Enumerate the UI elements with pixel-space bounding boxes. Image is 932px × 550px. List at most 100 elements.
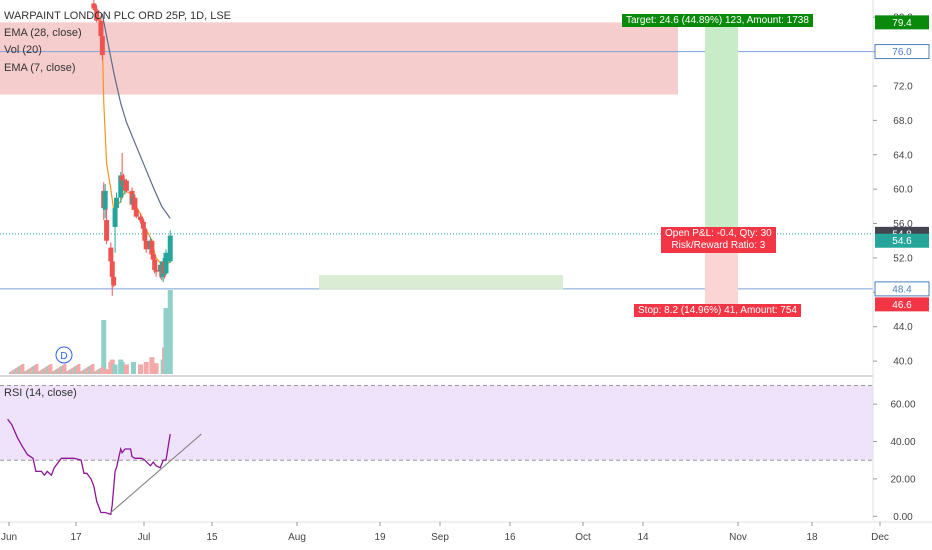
candle-body (111, 276, 117, 286)
candle-body (91, 3, 97, 9)
candle-body (140, 221, 146, 229)
candle-body (167, 235, 173, 262)
volume-bar-small (23, 372, 27, 374)
volume-bar-small (72, 367, 76, 374)
volume-bar (138, 364, 144, 374)
volume-bar (149, 357, 155, 374)
time-tick-label: 16 (504, 532, 516, 543)
volume-bar-small (96, 370, 100, 374)
time-tick-label: 17 (70, 532, 82, 543)
candle-body (152, 259, 158, 270)
symbol-title: WARPAINT LONDON PLC ORD 25P, 1D, LSE (4, 10, 231, 22)
volume-bar-small (43, 368, 47, 374)
volume-bar-small (49, 364, 53, 374)
time-tick-label: Sep (431, 532, 449, 543)
candle-body (102, 190, 108, 210)
price-badge (875, 15, 929, 30)
target-label[interactable]: Target: 24.6 (44.89%) 123, Amount: 1738 (622, 14, 813, 27)
legend-ema7[interactable]: EMA (7, close) (4, 62, 76, 74)
price-tick-label: 52.0 (893, 253, 913, 264)
candle-body (123, 180, 129, 191)
volume-bar-small (18, 366, 22, 374)
volume-bar-small (29, 368, 33, 374)
rsi-tick-label: 60.00 (890, 400, 915, 411)
volume-bar (101, 320, 107, 374)
price-tick-label: 60.0 (893, 185, 913, 196)
dividend-marker-label: D (60, 351, 67, 362)
target-zone (705, 22, 738, 234)
rsi-trendline (110, 433, 202, 513)
volume-bar-small (58, 367, 62, 374)
legend-rsi[interactable]: RSI (14, close) (4, 387, 77, 399)
rsi-band (0, 385, 873, 461)
volume-bar-small (93, 372, 97, 374)
volume-bar-small (47, 365, 51, 374)
volume-bar-small (68, 370, 72, 374)
time-tick-label: Jun (1, 532, 17, 543)
volume-bar-small (13, 369, 17, 374)
price-badge (875, 233, 929, 248)
volume-bar-small (85, 368, 89, 374)
price-badge-label: 48.4 (892, 284, 912, 295)
volume-bar-small (27, 369, 31, 374)
volume-bar (163, 308, 169, 374)
volume-bar-small (54, 370, 58, 374)
volume-bar (119, 362, 125, 374)
volume-bar (109, 359, 115, 374)
stop-label[interactable]: Stop: 8.2 (14.96%) 41, Amount: 754 (634, 304, 801, 317)
time-tick-label: Dec (871, 532, 889, 543)
candle-body (149, 240, 155, 255)
volume-bar-small (82, 370, 86, 374)
volume-bar-small (37, 372, 41, 374)
volume-bar-small (32, 366, 36, 374)
price-badge-label: 46.6 (892, 300, 912, 311)
candle-body (118, 175, 124, 198)
time-tick-label: 15 (206, 532, 218, 543)
volume-bar-small (99, 368, 103, 374)
volume-bar-small (91, 364, 95, 374)
price-tick-label: 44.0 (893, 322, 913, 333)
candle-body (150, 254, 156, 260)
volume-bar-small (35, 364, 39, 374)
volume-bar-small (94, 371, 98, 374)
legend-ema28[interactable]: EMA (28, close) (4, 27, 82, 39)
volume-bar-small (41, 369, 45, 374)
ema28-line (101, 13, 171, 219)
time-tick-label: Nov (729, 532, 747, 543)
volume-bar (143, 362, 149, 374)
volume-bar-small (74, 366, 78, 374)
volume-bar-small (10, 371, 14, 374)
time-tick-label: 19 (374, 532, 386, 543)
volume-bar-small (19, 365, 23, 374)
candle-body (112, 208, 118, 227)
volume-bar-small (89, 365, 93, 374)
volume-bar-small (86, 367, 90, 374)
price-badge-label: 79.4 (892, 18, 912, 29)
price-tick-label: 64.0 (893, 150, 913, 161)
candle-body (133, 209, 139, 217)
volume-bar-small (79, 372, 83, 374)
volume-bar-small (38, 371, 42, 374)
volume-bar-small (83, 369, 87, 374)
legend-volume[interactable]: Vol (20) (4, 44, 42, 56)
volume-bar (112, 364, 118, 374)
candle-body (138, 216, 144, 221)
volume-bar-small (60, 366, 64, 374)
volume-bar-small (33, 365, 37, 374)
pnl-box[interactable]: Open P&L: -0.4, Qty: 30 Risk/Reward Rati… (661, 227, 776, 253)
price-badge-label: 76.0 (892, 47, 912, 58)
candle-body (163, 252, 169, 274)
volume-bar-small (69, 369, 73, 374)
volume-bar-small (26, 370, 30, 374)
volume-bar-small (30, 367, 34, 374)
volume-bar-small (46, 366, 50, 374)
price-badge-label: 54.6 (892, 236, 912, 247)
rsi-tick-label: 20.00 (890, 474, 915, 485)
candle-body (98, 20, 104, 37)
volume-bar-small (71, 368, 75, 374)
price-badge (875, 297, 929, 312)
candle-body (132, 197, 138, 210)
dividend-marker (55, 346, 73, 364)
price-tick-label: 40.0 (893, 357, 913, 368)
